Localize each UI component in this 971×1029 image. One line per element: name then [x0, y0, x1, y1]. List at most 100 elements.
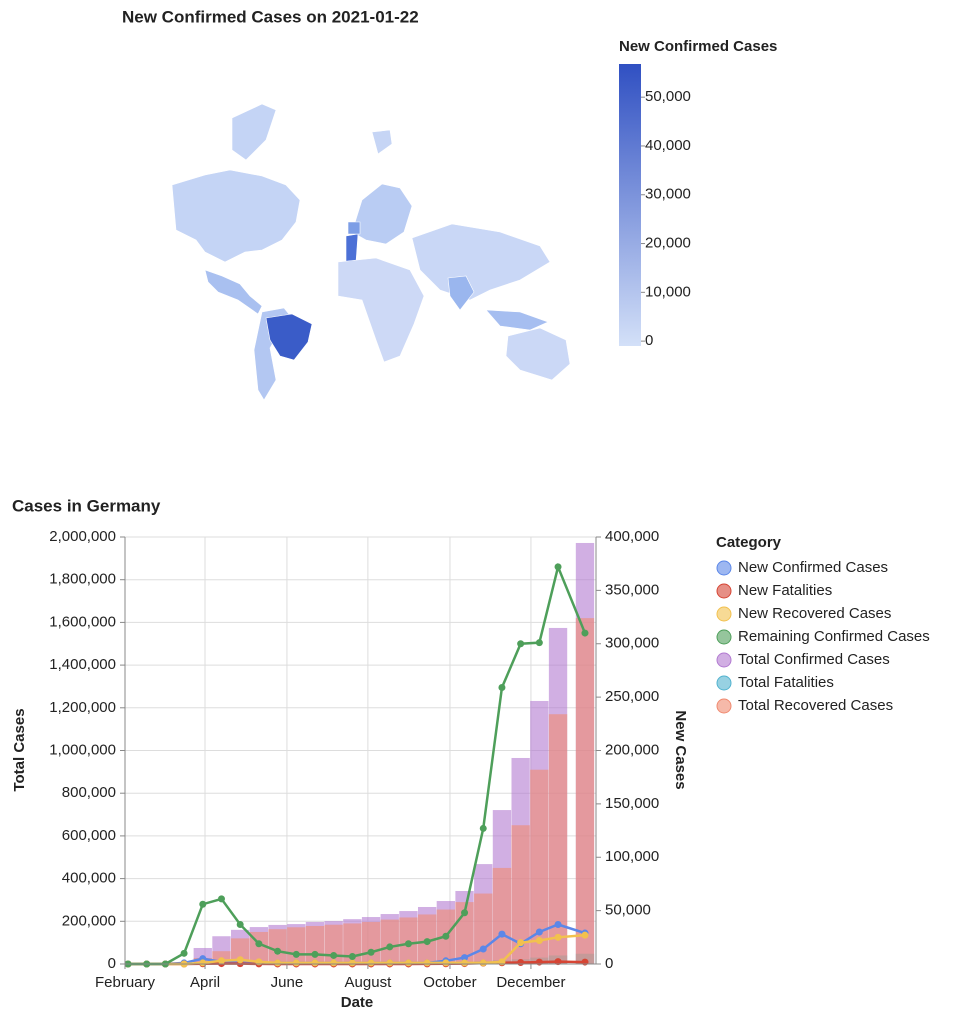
point [581, 959, 588, 966]
colorbar-tick-label: 10,000 [645, 283, 691, 300]
point [330, 952, 337, 959]
chart-title: Cases in Germany [12, 496, 161, 515]
y-tick-label: 1,800,000 [49, 571, 116, 588]
colorbar [619, 64, 641, 346]
point [218, 895, 225, 902]
y2-tick-label: 400,000 [605, 528, 659, 545]
colorbar-tick-label: 40,000 [645, 137, 691, 154]
map-title: New Confirmed Cases on 2021-01-22 [122, 7, 419, 26]
point [330, 959, 337, 966]
point [480, 959, 487, 966]
y-tick-label: 600,000 [62, 827, 116, 844]
y-tick-label: 1,400,000 [49, 656, 116, 673]
legend-label: Total Fatalities [738, 674, 834, 691]
legend-label: Total Confirmed Cases [738, 651, 890, 668]
x-tick-label: October [423, 974, 476, 991]
colorbar-title: New Confirmed Cases [619, 38, 777, 55]
point [199, 901, 206, 908]
point [461, 909, 468, 916]
bar [306, 926, 324, 964]
legend-symbol [717, 653, 731, 667]
point [517, 640, 524, 647]
bar [381, 920, 399, 964]
x-axis-title: Date [341, 994, 374, 1011]
point [405, 959, 412, 966]
colorbar-tick-label: 50,000 [645, 88, 691, 105]
legend-symbol [717, 561, 731, 575]
y-tick-label: 400,000 [62, 870, 116, 887]
x-tick-label: December [496, 974, 565, 991]
point [368, 959, 375, 966]
y2-tick-label: 100,000 [605, 848, 659, 865]
legend-symbol [717, 676, 731, 690]
point [368, 949, 375, 956]
point [218, 957, 225, 964]
bar [493, 868, 511, 964]
legend-symbol [717, 630, 731, 644]
legend-title: Category [716, 534, 782, 551]
legend-symbol [717, 607, 731, 621]
y-tick-label: 800,000 [62, 784, 116, 801]
point [386, 959, 393, 966]
y2-tick-label: 0 [605, 955, 613, 972]
y-tick-label: 200,000 [62, 912, 116, 929]
plot [124, 537, 596, 968]
y2-tick-label: 350,000 [605, 581, 659, 598]
point [536, 928, 543, 935]
y-tick-label: 1,000,000 [49, 741, 116, 758]
y-tick-label: 2,000,000 [49, 528, 116, 545]
legend-symbol [717, 699, 731, 713]
legend-label: New Fatalities [738, 582, 832, 599]
colorbar-tick-label: 0 [645, 332, 653, 349]
y-tick-label: 1,600,000 [49, 613, 116, 630]
point [349, 953, 356, 960]
bar [287, 927, 305, 964]
point [442, 959, 449, 966]
bar [474, 894, 492, 964]
y2-tick-label: 200,000 [605, 741, 659, 758]
point [555, 921, 562, 928]
colorbar-tick-label: 20,000 [645, 235, 691, 252]
point [555, 934, 562, 941]
x-tick-label: August [345, 974, 393, 991]
point [536, 959, 543, 966]
point [536, 937, 543, 944]
point [293, 951, 300, 958]
y2-tick-label: 300,000 [605, 635, 659, 652]
point [274, 959, 281, 966]
bar [576, 618, 594, 964]
point [405, 940, 412, 947]
x-tick-label: February [95, 974, 156, 991]
point [517, 939, 524, 946]
y-tick-label: 0 [108, 955, 116, 972]
point [237, 956, 244, 963]
bar [268, 929, 286, 964]
x-tick-label: April [190, 974, 220, 991]
bar [362, 922, 380, 964]
point [442, 933, 449, 940]
point [536, 639, 543, 646]
legend-label: Total Recovered Cases [738, 697, 893, 714]
point [255, 940, 262, 947]
y2-axis-title: New Cases [672, 710, 689, 789]
y2-tick-label: 250,000 [605, 688, 659, 705]
point [386, 943, 393, 950]
legend-label: New Recovered Cases [738, 605, 891, 622]
y-axis-title: Total Cases [11, 708, 28, 791]
point [349, 959, 356, 966]
y2-tick-label: 50,000 [605, 902, 651, 919]
legend-symbol [717, 584, 731, 598]
point [237, 921, 244, 928]
point [424, 938, 431, 945]
point [480, 825, 487, 832]
point [461, 959, 468, 966]
point [517, 959, 524, 966]
point [181, 950, 188, 957]
x-tick-label: June [271, 974, 304, 991]
point [498, 684, 505, 691]
legend-label: Remaining Confirmed Cases [738, 628, 930, 645]
point [274, 948, 281, 955]
point [581, 630, 588, 637]
point [293, 959, 300, 966]
